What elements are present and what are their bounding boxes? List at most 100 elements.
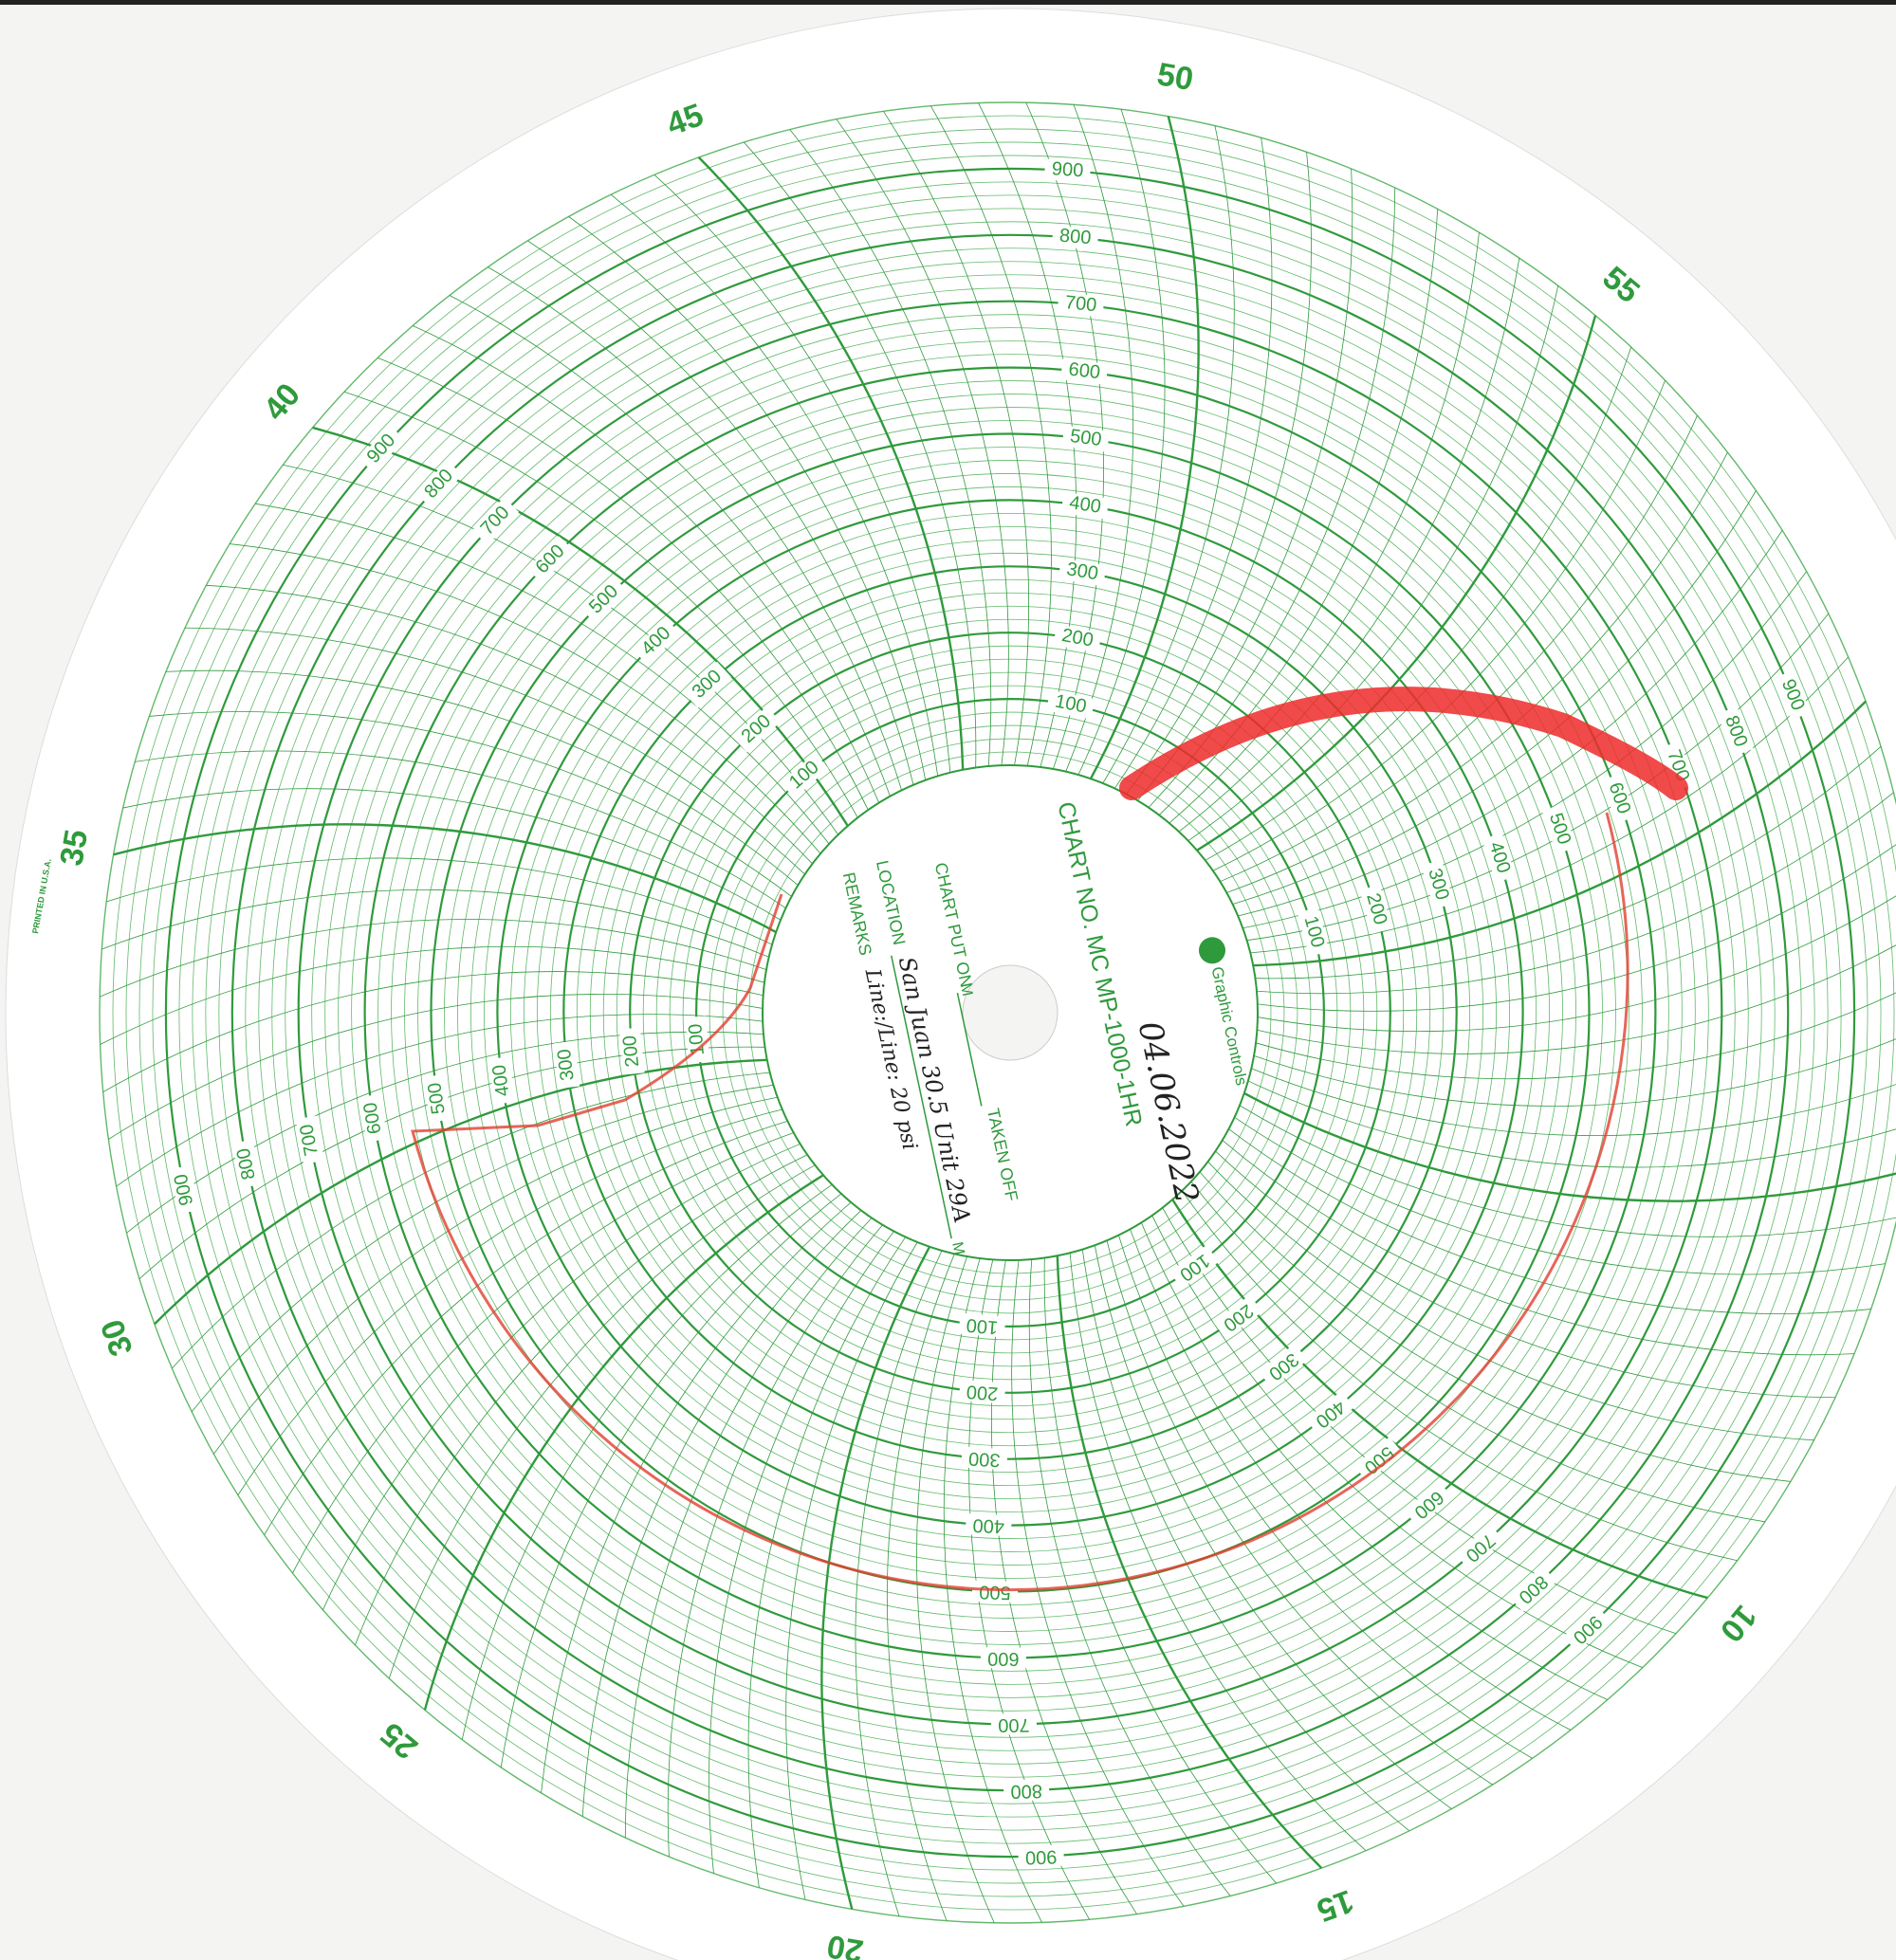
grid-circle — [709, 711, 1312, 1314]
time-line — [1239, 1105, 1896, 1237]
scale-label-bg — [961, 1446, 1008, 1471]
scale-label: 100 — [966, 1314, 999, 1338]
scale-label-bg — [1717, 706, 1754, 757]
time-label: 20 — [824, 1928, 866, 1960]
time-line — [1140, 1222, 1608, 1700]
time-line — [1255, 746, 1882, 980]
scale-label-bg — [359, 1093, 388, 1143]
time-line — [1114, 137, 1273, 789]
scale-label: 400 — [1068, 492, 1102, 518]
grid-circle — [523, 525, 1498, 1500]
scale-label-bg — [1353, 1437, 1403, 1482]
time-line — [747, 1236, 907, 1888]
time-line — [1257, 944, 1896, 1054]
time-line — [943, 1257, 1042, 1923]
grid-circle — [642, 645, 1378, 1381]
time-line — [449, 295, 891, 797]
scale-label: 500 — [1069, 426, 1103, 450]
time-line — [697, 156, 965, 770]
scale-label-bg — [990, 1713, 1037, 1735]
time-line — [1253, 700, 1867, 967]
time-line — [101, 889, 769, 958]
time-line — [355, 1154, 808, 1646]
time-line — [1089, 116, 1200, 779]
scale-circle — [629, 632, 1391, 1394]
grid-circle — [484, 486, 1537, 1539]
time-line — [883, 111, 1029, 766]
grid-circle — [324, 327, 1696, 1698]
grid-circle — [311, 314, 1709, 1712]
scale-label-bg — [1060, 491, 1110, 520]
scale-label: 500 — [979, 1582, 1011, 1603]
time-line — [149, 711, 792, 897]
time-line — [322, 1143, 801, 1610]
time-line — [312, 426, 849, 827]
time-line — [581, 1210, 862, 1817]
time-line — [116, 1014, 764, 1187]
scale-label: 800 — [1058, 226, 1092, 249]
time-line — [1102, 125, 1235, 784]
grid-circle — [457, 460, 1563, 1566]
time-line — [237, 1108, 782, 1495]
scale-label-bg — [1482, 833, 1517, 883]
scale-label-bg — [580, 576, 628, 624]
time-line — [255, 503, 830, 845]
scale-label-bg — [1259, 1344, 1308, 1388]
scale-label-bg — [1043, 158, 1092, 183]
scale-label-bg — [1053, 624, 1102, 653]
time-line — [1190, 1181, 1765, 1523]
scale-label: 700 — [1064, 292, 1097, 316]
scale-label-bg — [553, 1040, 580, 1090]
scale-label: 600 — [987, 1648, 1020, 1669]
grid-circle — [245, 247, 1776, 1778]
scale-label-bg — [1541, 804, 1576, 854]
grid-circle — [748, 751, 1272, 1274]
time-line — [423, 1174, 824, 1711]
time-line — [1043, 1257, 1277, 1884]
scale-label-bg — [1061, 425, 1110, 452]
time-line — [916, 1255, 995, 1924]
time-line — [789, 129, 992, 767]
grid-circle — [205, 208, 1815, 1818]
time-line — [1196, 315, 1597, 852]
time-line — [1251, 1068, 1896, 1136]
scale-label-bg — [1058, 558, 1107, 587]
time-line — [113, 823, 777, 934]
grid-circle — [125, 128, 1895, 1897]
grid-circle — [655, 658, 1365, 1367]
scale-label-bg — [295, 1115, 324, 1164]
time-line — [99, 919, 767, 998]
time-line — [213, 1096, 778, 1455]
grid-circle — [99, 101, 1896, 1924]
time-line — [1126, 152, 1312, 795]
time-line — [488, 266, 902, 791]
scale-label-bg — [781, 752, 829, 798]
time-line — [887, 1254, 955, 1921]
scale-label-bg — [359, 425, 405, 473]
time-line — [165, 669, 799, 886]
time-line — [154, 1058, 767, 1326]
grid-circle — [444, 447, 1576, 1579]
grid-circle — [112, 115, 1896, 1911]
scale-label-bg — [1455, 1524, 1504, 1570]
scale-label: 500 — [424, 1081, 450, 1115]
scale-label-bg — [1660, 741, 1696, 792]
time-line — [264, 1121, 788, 1535]
scale-label-bg — [683, 661, 731, 708]
grid-circle — [735, 738, 1285, 1288]
scale-label: 900 — [1051, 158, 1084, 181]
time-line — [172, 1072, 770, 1369]
grid-circle — [682, 685, 1338, 1341]
brand-logo — [1198, 937, 1225, 964]
grid-circle — [602, 605, 1418, 1420]
scale-label-bg — [1057, 292, 1105, 318]
scale-label-bg — [526, 536, 575, 584]
scale-label-bg — [971, 1580, 1019, 1603]
time-line — [610, 193, 939, 777]
time-line — [1205, 346, 1632, 861]
grid-circle — [138, 141, 1882, 1884]
grid-circle — [258, 261, 1762, 1765]
grid-circle — [589, 592, 1431, 1434]
scale-label-bg — [1359, 884, 1392, 934]
